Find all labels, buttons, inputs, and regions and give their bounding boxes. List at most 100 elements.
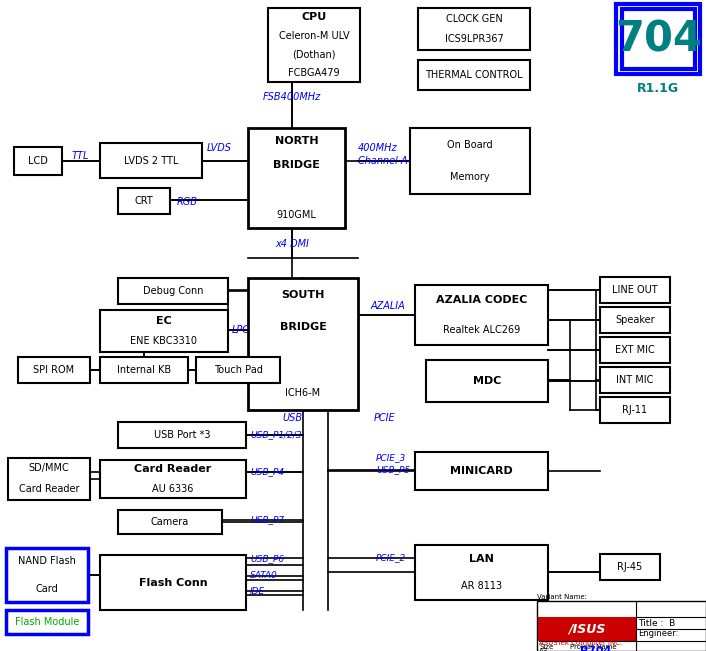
Text: 910GML: 910GML <box>277 210 316 221</box>
Text: Engineer:: Engineer: <box>638 630 678 639</box>
Bar <box>600 337 670 363</box>
Text: R1.1G: R1.1G <box>637 82 679 95</box>
Text: Touch Pad: Touch Pad <box>213 365 263 375</box>
Text: SPI ROM: SPI ROM <box>33 365 75 375</box>
Text: RJ-45: RJ-45 <box>617 562 642 572</box>
Bar <box>415 285 548 345</box>
Text: LVDS 2 TTL: LVDS 2 TTL <box>124 156 178 165</box>
Text: Memory: Memory <box>450 173 490 182</box>
Bar <box>100 143 202 178</box>
Bar <box>538 617 636 641</box>
Text: EXT MIC: EXT MIC <box>615 345 655 355</box>
Text: /ISUS: /ISUS <box>568 622 606 635</box>
Text: (Dothan): (Dothan) <box>292 49 336 59</box>
Text: Title :  B: Title : B <box>638 620 675 628</box>
Text: Channel A: Channel A <box>358 156 407 166</box>
Bar <box>8 458 90 500</box>
Text: NORTH: NORTH <box>275 135 318 146</box>
Text: 704: 704 <box>615 18 702 60</box>
Bar <box>418 60 530 90</box>
Text: USB_P1/2/3: USB_P1/2/3 <box>250 430 301 439</box>
Bar <box>196 357 280 383</box>
Text: AZALIA: AZALIA <box>371 301 406 311</box>
Bar <box>622 9 695 69</box>
Text: AR 8113: AR 8113 <box>461 581 502 591</box>
Text: USB_P6: USB_P6 <box>250 555 284 564</box>
Text: ASUSTek Computer INC.: ASUSTek Computer INC. <box>539 640 622 646</box>
Text: Card Reader: Card Reader <box>134 465 212 475</box>
Text: Realtek ALC269: Realtek ALC269 <box>443 325 520 335</box>
Text: A3: A3 <box>539 648 549 651</box>
Text: AU 6336: AU 6336 <box>152 484 193 493</box>
Bar <box>6 548 88 602</box>
Bar <box>418 8 530 50</box>
Text: USB: USB <box>282 413 302 423</box>
Text: LPC: LPC <box>232 325 250 335</box>
Text: PCIE: PCIE <box>374 413 395 423</box>
Text: RGB: RGB <box>177 197 198 207</box>
Text: LAN: LAN <box>469 554 494 564</box>
Text: USB_P5: USB_P5 <box>376 465 410 475</box>
Text: RJ-11: RJ-11 <box>623 405 647 415</box>
Text: ICH6-M: ICH6-M <box>285 389 321 398</box>
Text: SATA0: SATA0 <box>250 572 277 581</box>
Text: CRT: CRT <box>135 196 153 206</box>
Bar <box>600 554 660 580</box>
Text: LVDS: LVDS <box>207 143 232 153</box>
Bar <box>415 545 548 600</box>
Text: NAND Flash: NAND Flash <box>18 557 76 566</box>
Text: Camera: Camera <box>151 517 189 527</box>
Text: USB_P4: USB_P4 <box>250 467 284 477</box>
Bar <box>410 128 530 194</box>
Bar <box>100 555 246 610</box>
Bar <box>248 128 345 228</box>
Text: P704: P704 <box>580 646 611 651</box>
Text: SD/MMC: SD/MMC <box>29 464 69 473</box>
Text: BRIDGE: BRIDGE <box>280 322 326 333</box>
Text: Internal KB: Internal KB <box>117 365 171 375</box>
Text: CPU: CPU <box>301 12 327 22</box>
Text: FSB400MHz: FSB400MHz <box>263 92 321 102</box>
Text: USB Port *3: USB Port *3 <box>154 430 210 440</box>
Bar <box>6 610 88 634</box>
Text: BRIDGE: BRIDGE <box>273 161 320 171</box>
Text: PCIE_3: PCIE_3 <box>376 454 406 462</box>
Text: CLOCK GEN: CLOCK GEN <box>445 14 503 23</box>
Text: LCD: LCD <box>28 156 48 166</box>
Bar <box>268 8 360 82</box>
Text: TTL: TTL <box>72 151 90 161</box>
Bar <box>616 4 700 74</box>
Text: On Board: On Board <box>447 139 493 150</box>
Bar <box>600 307 670 333</box>
Text: Celeron-M ULV: Celeron-M ULV <box>279 31 349 41</box>
Bar <box>426 360 548 402</box>
Text: Size: Size <box>539 644 554 650</box>
Bar <box>100 460 246 498</box>
Text: x4 DMI: x4 DMI <box>275 239 309 249</box>
Text: AZALIA CODEC: AZALIA CODEC <box>436 295 527 305</box>
Text: IDE: IDE <box>250 587 265 596</box>
Bar <box>537 601 706 651</box>
Text: LINE OUT: LINE OUT <box>612 285 658 295</box>
Text: Variant Name:: Variant Name: <box>537 594 587 600</box>
Text: Project Name: Project Name <box>570 644 616 650</box>
Text: ENE KBC3310: ENE KBC3310 <box>131 337 198 346</box>
Text: ICS9LPR367: ICS9LPR367 <box>445 35 503 44</box>
Text: USB_P7: USB_P7 <box>250 516 284 525</box>
Text: Flash Module: Flash Module <box>15 617 79 627</box>
Text: PCIE_2: PCIE_2 <box>376 553 406 562</box>
Bar <box>118 422 246 448</box>
Text: THERMAL CONTROL: THERMAL CONTROL <box>425 70 523 80</box>
Text: Card: Card <box>35 583 59 594</box>
Text: EC: EC <box>156 316 172 326</box>
Text: MDC: MDC <box>473 376 501 386</box>
Text: Speaker: Speaker <box>615 315 654 325</box>
Bar <box>100 357 188 383</box>
Bar <box>600 277 670 303</box>
Text: FCBGA479: FCBGA479 <box>288 68 340 77</box>
Bar <box>118 278 228 304</box>
Bar <box>100 310 228 352</box>
Text: INT MIC: INT MIC <box>616 375 654 385</box>
Bar <box>118 510 222 534</box>
Bar <box>118 188 170 214</box>
